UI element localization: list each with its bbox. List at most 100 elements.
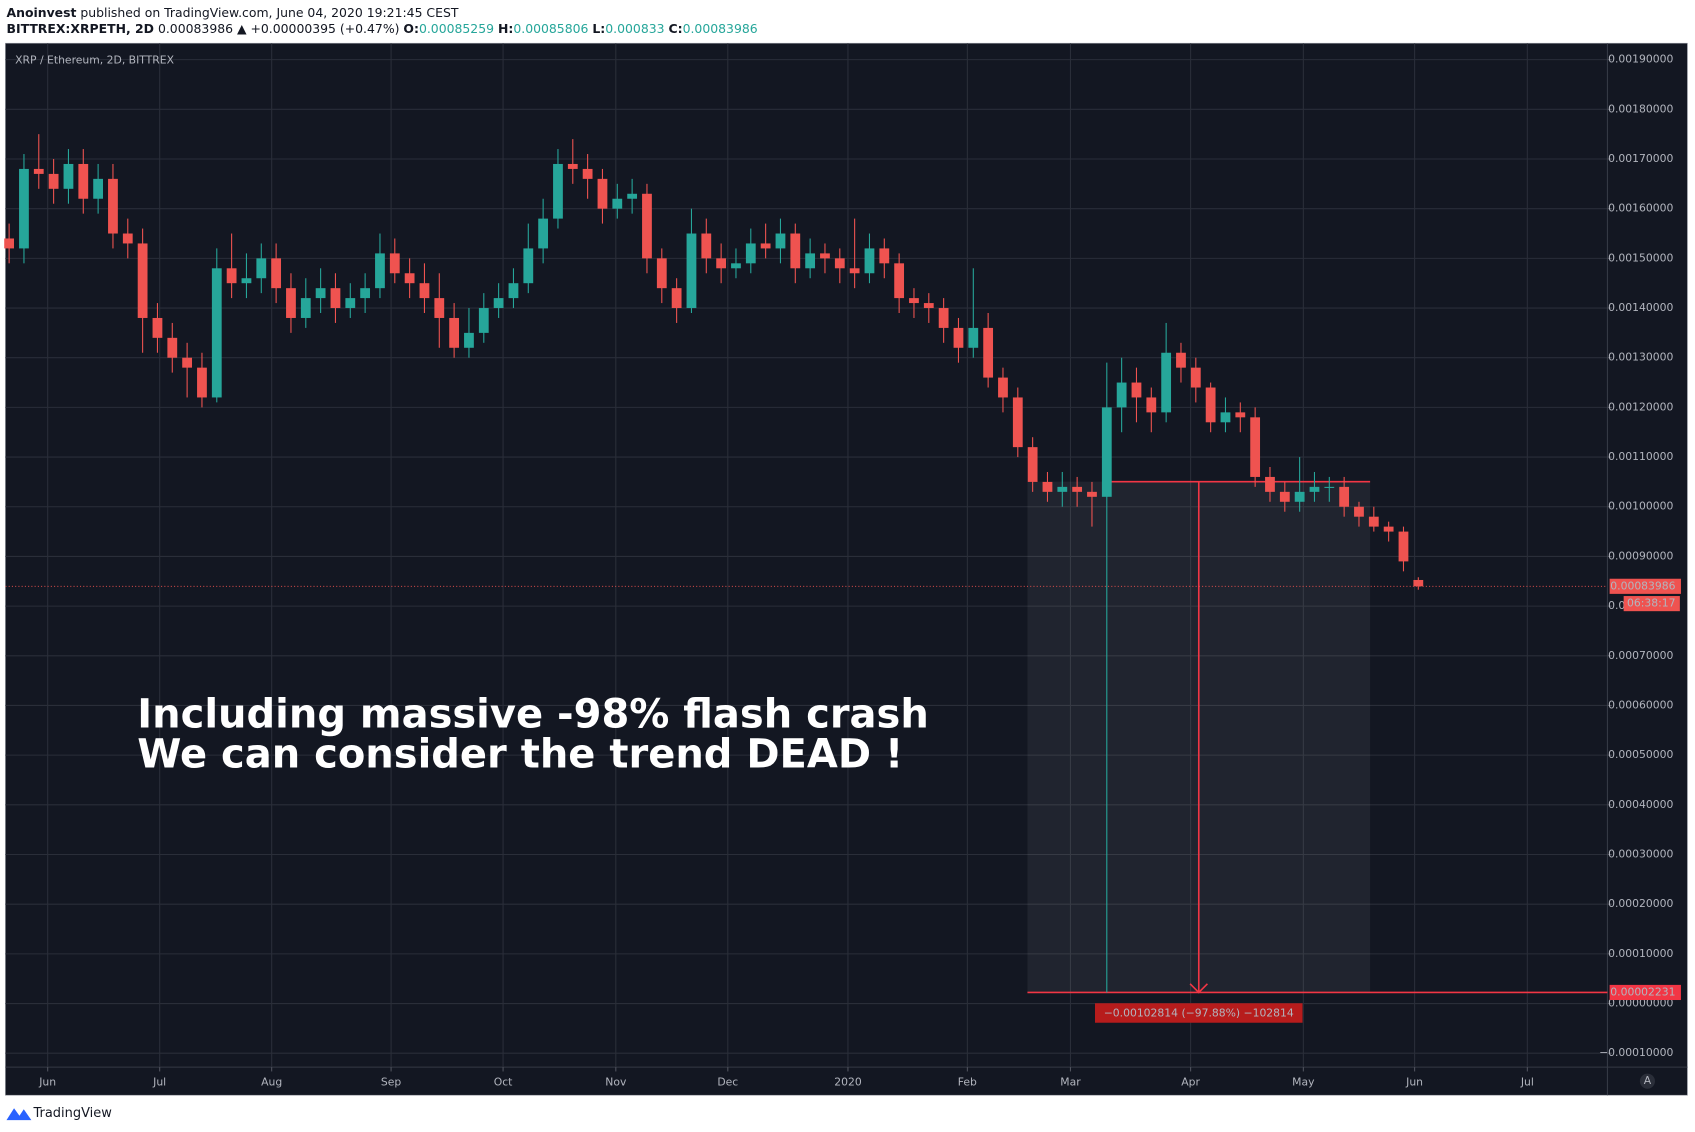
y-tick-label: 0.00090000 [1608,549,1673,562]
y-tick-label: 0.00100000 [1608,500,1673,513]
candle-body [923,303,934,309]
symbol: BITTREX:XRPETH, 2D [6,21,154,36]
change: ▲ +0.00000395 (+0.47%) [237,21,399,36]
candle-body [953,327,964,348]
author: Anoinvest [6,4,76,19]
candle-body [182,357,193,368]
y-tick-label: 0.00160000 [1608,202,1673,215]
candle-body [19,168,29,249]
x-tick-label: Nov [605,1075,627,1088]
axis-mode[interactable]: A [1644,1074,1652,1087]
countdown: 06:38:17 [1627,597,1675,610]
price-label: 0.00083986 [1610,579,1675,592]
candle-body [122,233,133,244]
y-tick-label: 0.00110000 [1608,450,1673,463]
candle-body [241,278,252,284]
measure-label: −0.00102814 (−97.88%) −102814 [1104,1007,1294,1020]
grid [5,43,1608,1068]
candle-body [1057,486,1068,492]
candle-body [998,377,1008,398]
x-tick-label: Jul [1520,1075,1534,1088]
candle-body [671,288,682,309]
candle-body [1176,352,1186,368]
candle-body [197,367,207,398]
candle-body [716,258,727,269]
candle-body [1205,387,1216,423]
candle-body [1190,367,1201,388]
measure-price-label: 0.00002231 [1610,985,1675,998]
candle-body [1146,397,1157,413]
candle-body [315,288,326,299]
candle-body [612,198,623,209]
y-tick-label: 0.00140000 [1608,301,1673,314]
y-tick-label: 0.00070000 [1608,649,1673,662]
y-tick-label: 0.00060000 [1608,698,1673,711]
y-tick-label: 0.00020000 [1608,897,1673,910]
candle-body [1012,397,1023,448]
ohlc-label: O: [403,21,419,36]
axis-mode-button[interactable] [1639,1073,1656,1089]
candle-body [820,253,830,259]
candle-body [656,258,667,289]
candle-body [523,248,534,284]
candle-body [567,163,578,169]
candle-body [909,298,919,304]
candle-body [627,193,638,199]
candle-body [553,163,563,219]
candle-body [1235,412,1246,418]
candle-body [1131,382,1142,398]
ohlc-value: 0.00083986 [683,21,758,36]
x-tick-label: Feb [958,1075,977,1088]
y-tick-label: −0.00010000 [1599,1046,1673,1059]
candle-body [983,327,994,378]
countdown-box [1623,596,1680,612]
candle-body [345,298,356,309]
candle-body [597,178,608,209]
y-tick-label: 0.00180000 [1608,102,1673,115]
y-tick-label: 0.00050000 [1608,748,1673,761]
candle-body [538,218,549,249]
candle-body [1072,486,1083,492]
candle-body [93,178,104,199]
axes: 0.00190000 0.00180000 0.00170000 0.00160000… [38,53,1681,1088]
y-tick-label: 0.00190000 [1608,53,1673,66]
candle-body [582,168,593,179]
ohlc-label: H: [498,21,513,36]
candle-body [1220,412,1231,423]
candle-body [1027,447,1038,482]
candle-body [1324,486,1335,488]
candle-body [256,258,267,279]
x-tick-label: Jun [1405,1075,1423,1088]
candles [4,134,1424,993]
candle-body [1354,506,1364,517]
published: published on TradingView.com, June 04, 2… [80,4,458,19]
x-tick-label: Aug [261,1075,282,1088]
candle-body [894,263,905,299]
candle-body [226,268,237,284]
candle-body [1413,579,1424,587]
candle-body [478,308,489,333]
candle-body [686,233,697,309]
candle-body [1279,491,1290,502]
annotation: We can consider the trend DEAD ! [137,732,903,778]
x-tick-label: Sep [381,1075,401,1088]
header-line-1: Anoinvest published on TradingView.com, … [6,4,458,19]
candle-body [389,253,400,274]
candle-body [4,238,15,249]
chart-title: XRP / Ethereum, 2D, BITTREX [15,54,174,67]
candle-body [330,288,341,309]
candle-body [1339,486,1350,507]
candle-body [1161,352,1172,413]
candle-body [760,243,771,249]
candle-body [1265,476,1275,492]
candle-body [360,288,371,299]
candle-body [731,263,741,269]
measure-group: −0.00102814 (−97.88%) −102814 [5,480,1608,1023]
y-tick-label: 0.00120000 [1608,400,1673,413]
candle-body [1042,481,1053,492]
candle-body [434,298,445,318]
candle-body [493,298,504,309]
measure-arrow-head [1189,983,1208,994]
